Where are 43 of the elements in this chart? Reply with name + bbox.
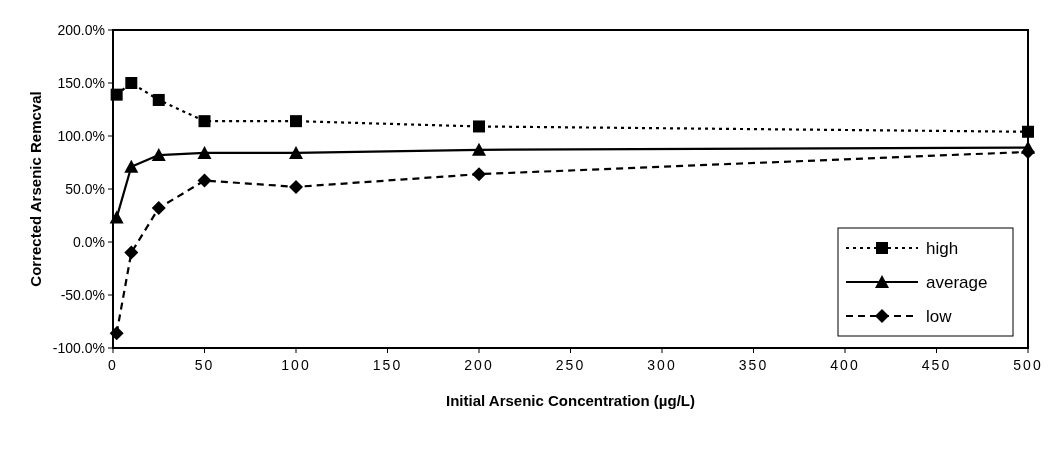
x-axis-title: Initial Arsenic Concentration (µg/L) <box>446 392 695 409</box>
point <box>473 120 485 133</box>
x-tick-label: 250 <box>555 357 586 373</box>
point <box>124 245 139 260</box>
point <box>109 210 124 224</box>
x-tick-label: 150 <box>372 357 403 373</box>
point <box>110 88 123 101</box>
y-axis-title: Corrected Arsenic Remcval <box>27 91 44 287</box>
x-tick-label: 500 <box>1013 357 1043 373</box>
y-tick-label: 200.0% <box>57 21 105 38</box>
x-tick-label: 0 <box>108 357 118 373</box>
legend-label: average <box>926 272 988 292</box>
y-tick-label: -50.0% <box>60 286 105 303</box>
point <box>109 326 124 341</box>
point <box>151 201 166 216</box>
point <box>198 115 211 128</box>
point <box>290 115 302 128</box>
point <box>124 159 139 173</box>
point <box>125 77 138 89</box>
point <box>152 93 165 106</box>
y-tick-label: 0.0% <box>73 233 105 250</box>
legend-label: high <box>926 238 959 258</box>
x-tick-label: 400 <box>830 357 860 373</box>
y-tick-label: -100.0% <box>52 339 105 356</box>
x-tick-label: 350 <box>738 357 769 373</box>
legend-label: low <box>926 306 953 326</box>
point <box>197 145 212 159</box>
x-tick-label: 100 <box>281 357 311 373</box>
y-tick-label: 50.0% <box>65 180 105 197</box>
point <box>289 145 303 159</box>
x-tick-label: 50 <box>194 357 215 373</box>
x-tick-label: 450 <box>921 357 952 373</box>
point <box>1022 125 1034 138</box>
point <box>1021 140 1035 154</box>
point <box>472 167 486 182</box>
x-tick-label: 200 <box>464 357 494 373</box>
point <box>197 173 212 188</box>
y-tick-label: 100.0% <box>57 127 105 144</box>
point <box>289 179 303 194</box>
y-tick-label: 150.0% <box>57 74 105 91</box>
x-tick-label: 300 <box>647 357 677 373</box>
point <box>151 148 166 162</box>
point <box>472 142 486 156</box>
